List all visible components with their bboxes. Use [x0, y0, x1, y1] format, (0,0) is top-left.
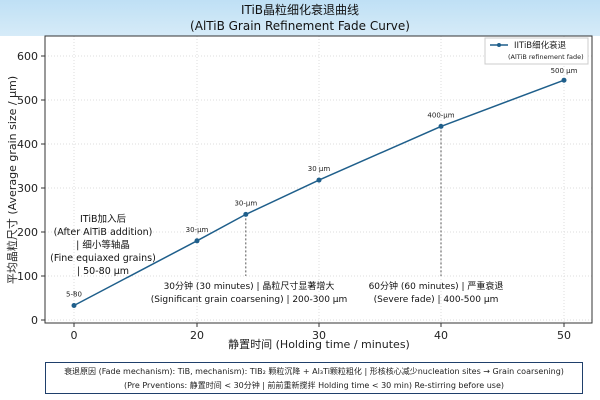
- x-tick-label: 50: [557, 329, 571, 342]
- data-label: 5-80: [66, 290, 82, 298]
- legend-label: IITiB细化衰退: [514, 40, 567, 51]
- y-tick-label: 0: [31, 314, 38, 327]
- annotation-text: | 细小等轴晶: [76, 239, 130, 251]
- annotation-text: 60分钟 (60 minutes) | 严重衰退: [369, 280, 504, 292]
- data-point: [194, 238, 200, 244]
- series-line: [73, 79, 565, 307]
- x-tick-label: 20: [190, 329, 204, 342]
- chart-title-bar: ITiB晶粒细化衰退曲线 (AlTiB Grain Refinement Fad…: [0, 0, 600, 36]
- prevention-note: (Pre Prventions: 静置时间 < 30分钟 | 前前重新搅拌 Ho…: [123, 381, 505, 390]
- y-axis-label: 平均晶粒尺寸 (Average grain size / μm): [5, 76, 19, 284]
- data-label: 400-μm: [427, 111, 454, 119]
- y-tick-label: 400: [17, 138, 38, 151]
- data-point: [561, 77, 567, 83]
- data-label: 30-μm: [234, 199, 257, 207]
- y-tick-label: 600: [17, 50, 38, 63]
- annotation-text: | 50-80 μm: [77, 266, 129, 277]
- mechanism-note: 衰退原因 (Fade mechanism): TiB, mechanism): …: [64, 367, 564, 376]
- legend-sublabel: (AlTiB refinement fade): [508, 53, 584, 61]
- y-tick-label: 200: [17, 226, 38, 239]
- x-tick-label: 40: [434, 329, 448, 342]
- chart-subtitle: (AlTiB Grain Refinement Fade Curve): [190, 19, 410, 33]
- mechanism-note-box: 衰退原因 (Fade mechanism): TiB, mechanism): …: [45, 362, 583, 394]
- y-tick-label: 300: [17, 182, 38, 195]
- data-point: [438, 123, 444, 129]
- annotation-text: (Severe fade) | 400-500 μm: [374, 295, 499, 305]
- data-point: [316, 177, 322, 183]
- y-tick-label: 100: [17, 270, 38, 283]
- data-label: 30-μm: [186, 226, 209, 234]
- data-label: 30 μm: [308, 165, 331, 173]
- annotation-text: (Fine equiaxed grains): [50, 253, 156, 264]
- x-tick-label: 30: [312, 329, 326, 342]
- chart-title: ITiB晶粒细化衰退曲线: [240, 3, 360, 17]
- annotation-text: ITiB加入后: [80, 214, 126, 225]
- annotation-text: 30分钟 (30 minutes) | 晶粒尺寸显著增大: [164, 280, 335, 292]
- x-tick-label: 0: [71, 329, 78, 342]
- data-point: [243, 211, 249, 217]
- data-label: 500 μm: [551, 67, 578, 75]
- data-point: [71, 302, 77, 308]
- legend-box: [484, 37, 589, 65]
- x-axis-label: 静置时间 (Holding time / minutes): [228, 337, 410, 351]
- annotation-text: (Significant grain coarsening) | 200-300…: [151, 295, 348, 305]
- y-tick-label: 500: [17, 94, 38, 107]
- legend-marker-icon: [497, 43, 501, 47]
- annotation-text: (After AlTiB addition): [54, 227, 153, 238]
